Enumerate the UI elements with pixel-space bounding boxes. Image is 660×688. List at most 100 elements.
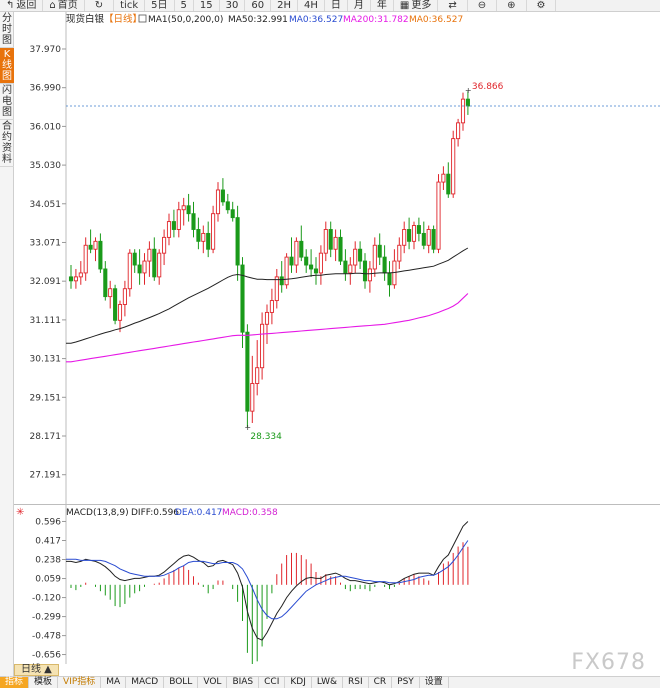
candle-body [162,236,167,254]
low-annotation: 28.334 + [244,423,282,442]
toolbar-item[interactable]: 5 [175,0,194,11]
macd-histogram [70,542,469,664]
toolbar-item[interactable]: 2H [271,0,298,11]
candle-body [88,244,93,250]
candle [269,288,274,325]
candle [264,304,270,345]
toolbar-item[interactable]: ▦ 更多 [394,0,439,11]
toolbar-item[interactable]: ⌂ 首页 [43,0,85,11]
candle-body [436,181,441,250]
indicator-tab[interactable]: PSY [392,677,420,688]
candle [108,280,113,309]
toolbar-item[interactable]: ↰ 返回 [0,0,44,11]
left-tab[interactable]: 分时图 [0,13,14,48]
left-tab[interactable]: 闪电图 [0,85,14,120]
bottom-bar: 日线 ▲ 指标 模板 VIP指标 MA MACD BOLL VOL BIAS CCI KDJ LW&… [0,664,660,688]
candle-body [147,248,152,262]
indicator-tab[interactable]: BOLL [164,677,199,688]
home-icon: ⌂ [49,0,56,11]
candle [274,268,279,309]
candle [372,237,377,277]
candle [377,233,382,266]
diff-line [66,521,469,641]
indicator-tab[interactable]: BIAS [227,677,260,688]
settings-icon: ⚙ [536,0,546,11]
candle [127,249,132,297]
candle [88,229,93,254]
candle-body [411,225,417,242]
candle-body [294,240,299,266]
indicator-tab[interactable]: VIP指标 [58,677,102,688]
candle-body [181,205,186,211]
toolbar-item-label: 月 [353,0,364,11]
indicator-tab[interactable]: MA [101,677,127,688]
toolbar-item[interactable]: 月 [348,0,371,11]
toolbar-item[interactable]: 日 [325,0,348,11]
macd-tick-label: 0.059 [35,575,61,585]
ma0-label: MA0:36.527 [289,15,343,25]
candle [323,221,328,262]
candle [348,257,353,285]
toolbar-item[interactable]: 30 [220,0,246,11]
candle [255,340,260,396]
toolbar-item[interactable]: 5日 [145,0,175,11]
toolbar-item-label: 30 [225,0,239,11]
left-tab[interactable]: K线图 [0,48,14,84]
indicator-tab[interactable]: VOL [198,677,228,688]
toolbar-item[interactable]: tick [114,0,146,11]
toolbar-item[interactable]: 年 [371,0,394,11]
indicator-tab[interactable]: CCI [259,677,286,688]
grid-icon: ▦ [399,0,410,11]
indicator-tab[interactable]: 设置 [420,677,449,688]
candle [446,162,451,198]
toolbar-item[interactable]: ↻ [85,0,115,11]
macd-tick-label: -0.656 [32,651,61,661]
indicator-tab[interactable]: 指标 [0,677,30,688]
candle-body [304,256,309,266]
period-label[interactable]: 【日线】 [104,13,142,25]
candle-body [367,268,372,282]
indicator-tab[interactable]: MACD [126,677,165,688]
candle-body [103,268,108,298]
indicator-tab[interactable]: RSI [343,677,369,688]
candle-body [78,272,83,278]
high-marker-icon: + [465,86,472,95]
candle [122,280,127,317]
zoom-in-icon: ⊕ [507,0,516,11]
macd-settings-icon[interactable]: ✳ [16,507,24,518]
toolbar-item[interactable]: ⚙ [527,0,557,11]
candle [426,225,431,254]
ma-checkbox-icon[interactable] [138,14,147,23]
candle [240,257,245,348]
indicator-tab[interactable]: LW& [312,677,343,688]
view-period-tab[interactable]: 日线 ▲ [14,664,59,676]
toolbar-item[interactable]: ⊖ [468,0,498,11]
candle-body [451,138,456,195]
candle [304,249,309,273]
indicator-tab[interactable]: CR [369,677,393,688]
macd-value-label: MACD:0.358 [222,508,278,518]
candle-body [201,232,206,242]
price-tick-label: 36.990 [30,84,62,94]
toolbar-item[interactable]: 15 [194,0,220,11]
candle [387,261,392,297]
candle-body [196,229,201,242]
candle-body [73,276,78,282]
toolbar-item[interactable]: 60 [245,0,272,11]
toolbar-item[interactable]: ⇄ [438,0,468,11]
candle [284,253,289,289]
left-tab[interactable]: 合约资料 [0,121,14,167]
toolbar-item[interactable]: ⊕ [497,0,527,11]
toolbar-item-label: 5日 [151,0,168,11]
macd-axis: 0.596 0.417 0.238 0.059 -0.120 -0.299 -0.478 -0… [32,517,66,661]
price-tick-label: 32.091 [30,277,62,287]
indicator-bar: 指标 模板 VIP指标 MA MACD BOLL VOL BIAS CCI KDJ LW& RSI CR… [0,676,660,688]
indicator-tab[interactable]: KDJ [285,677,312,688]
indicator-tab[interactable]: 模板 [29,677,59,688]
macd-tick-label: -0.120 [32,594,61,604]
toolbar-item-label: 首页 [57,0,78,11]
price-tick-label: 27.191 [30,471,62,481]
chart-canvas[interactable]: 现货白银 【日线】 MA1(50,0,200,0) MA50:32.991 MA… [14,12,660,664]
toolbar-item[interactable]: 4H [298,0,325,11]
